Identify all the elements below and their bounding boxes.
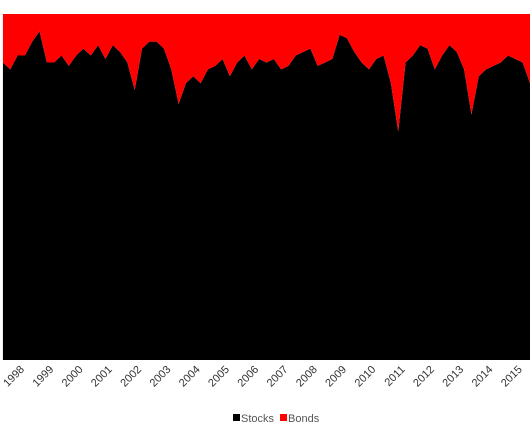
x-tick-label: 2001 <box>89 364 115 390</box>
x-tick-label: 2015 <box>499 364 525 390</box>
x-tick-label: 1999 <box>30 364 56 390</box>
x-tick-label: 2002 <box>118 364 144 390</box>
x-tick-label: 2007 <box>265 364 291 390</box>
x-tick-label: 2004 <box>177 364 203 390</box>
x-tick-label: 2009 <box>323 364 349 390</box>
x-tick-label: 2005 <box>206 364 232 390</box>
x-tick-label: 2008 <box>294 364 320 390</box>
x-tick-label: 2006 <box>235 364 261 390</box>
legend-swatch <box>233 414 240 421</box>
x-tick-label: 2000 <box>60 364 86 390</box>
area <box>2 31 530 360</box>
x-tick-label: 2013 <box>440 364 466 390</box>
x-tick-label: 2014 <box>470 364 496 390</box>
area <box>2 14 530 132</box>
legend-label: Bonds <box>288 413 320 425</box>
x-tick-label: 2010 <box>353 364 379 390</box>
legend-swatch <box>280 414 288 421</box>
x-tick-label: 2003 <box>148 364 174 390</box>
x-tick-label: 2012 <box>411 364 437 390</box>
x-tick-label: 2011 <box>382 364 407 389</box>
legend-label: Stocks <box>241 413 275 425</box>
x-tick-label: 1998 <box>1 364 27 390</box>
